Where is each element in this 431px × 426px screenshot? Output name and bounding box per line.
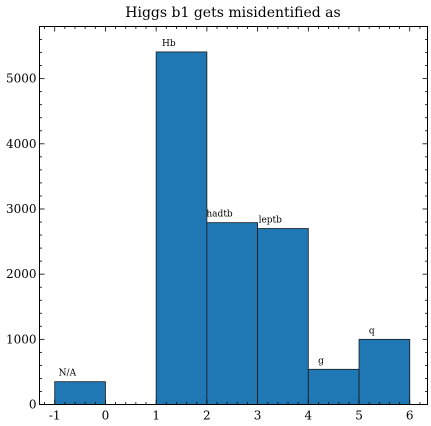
bar-label-3: leptb xyxy=(259,216,283,226)
x-tick-label-2: 1 xyxy=(152,409,160,423)
y-tick-label-5: 5000 xyxy=(6,72,37,86)
bar-labels-layer: N/A Hb hadtb leptb g q xyxy=(59,39,375,379)
y-tick-label-2: 2000 xyxy=(6,267,37,281)
x-tick-label-6: 5 xyxy=(355,409,363,423)
y-tick-label-3: 3000 xyxy=(6,202,37,216)
x-tick-label-5: 4 xyxy=(304,409,312,423)
bars-layer xyxy=(54,51,411,405)
bar-0 xyxy=(54,381,106,405)
x-tick-label-0: -1 xyxy=(49,409,61,423)
x-tick-label-4: 3 xyxy=(254,409,262,423)
bar-3 xyxy=(257,228,309,405)
bar-1 xyxy=(155,51,208,405)
x-tick-label-1: 0 xyxy=(102,409,110,423)
x-tick-label-3: 2 xyxy=(203,409,211,423)
bar-label-4: g xyxy=(318,356,324,366)
bar-label-2: hadtb xyxy=(206,210,233,220)
bar-2 xyxy=(206,222,258,405)
x-tick-label-7: 6 xyxy=(406,409,414,423)
y-tick-label-0: 0 xyxy=(29,398,37,412)
axis-tick-labels-layer: -1 0 1 2 3 4 5 6 0 1000 2000 3000 4000 5000 xyxy=(6,72,414,423)
y-tick-label-1: 1000 xyxy=(6,332,37,346)
bar-4 xyxy=(307,368,360,405)
chart-title: Higgs b1 gets misidentified as xyxy=(125,5,340,21)
y-tick-label-4: 4000 xyxy=(6,137,37,151)
bar-label-0: N/A xyxy=(59,369,77,379)
plot-frame xyxy=(39,26,428,405)
bar-5 xyxy=(358,338,411,405)
bar-label-1: Hb xyxy=(162,39,176,49)
bar-label-5: q xyxy=(369,326,375,336)
